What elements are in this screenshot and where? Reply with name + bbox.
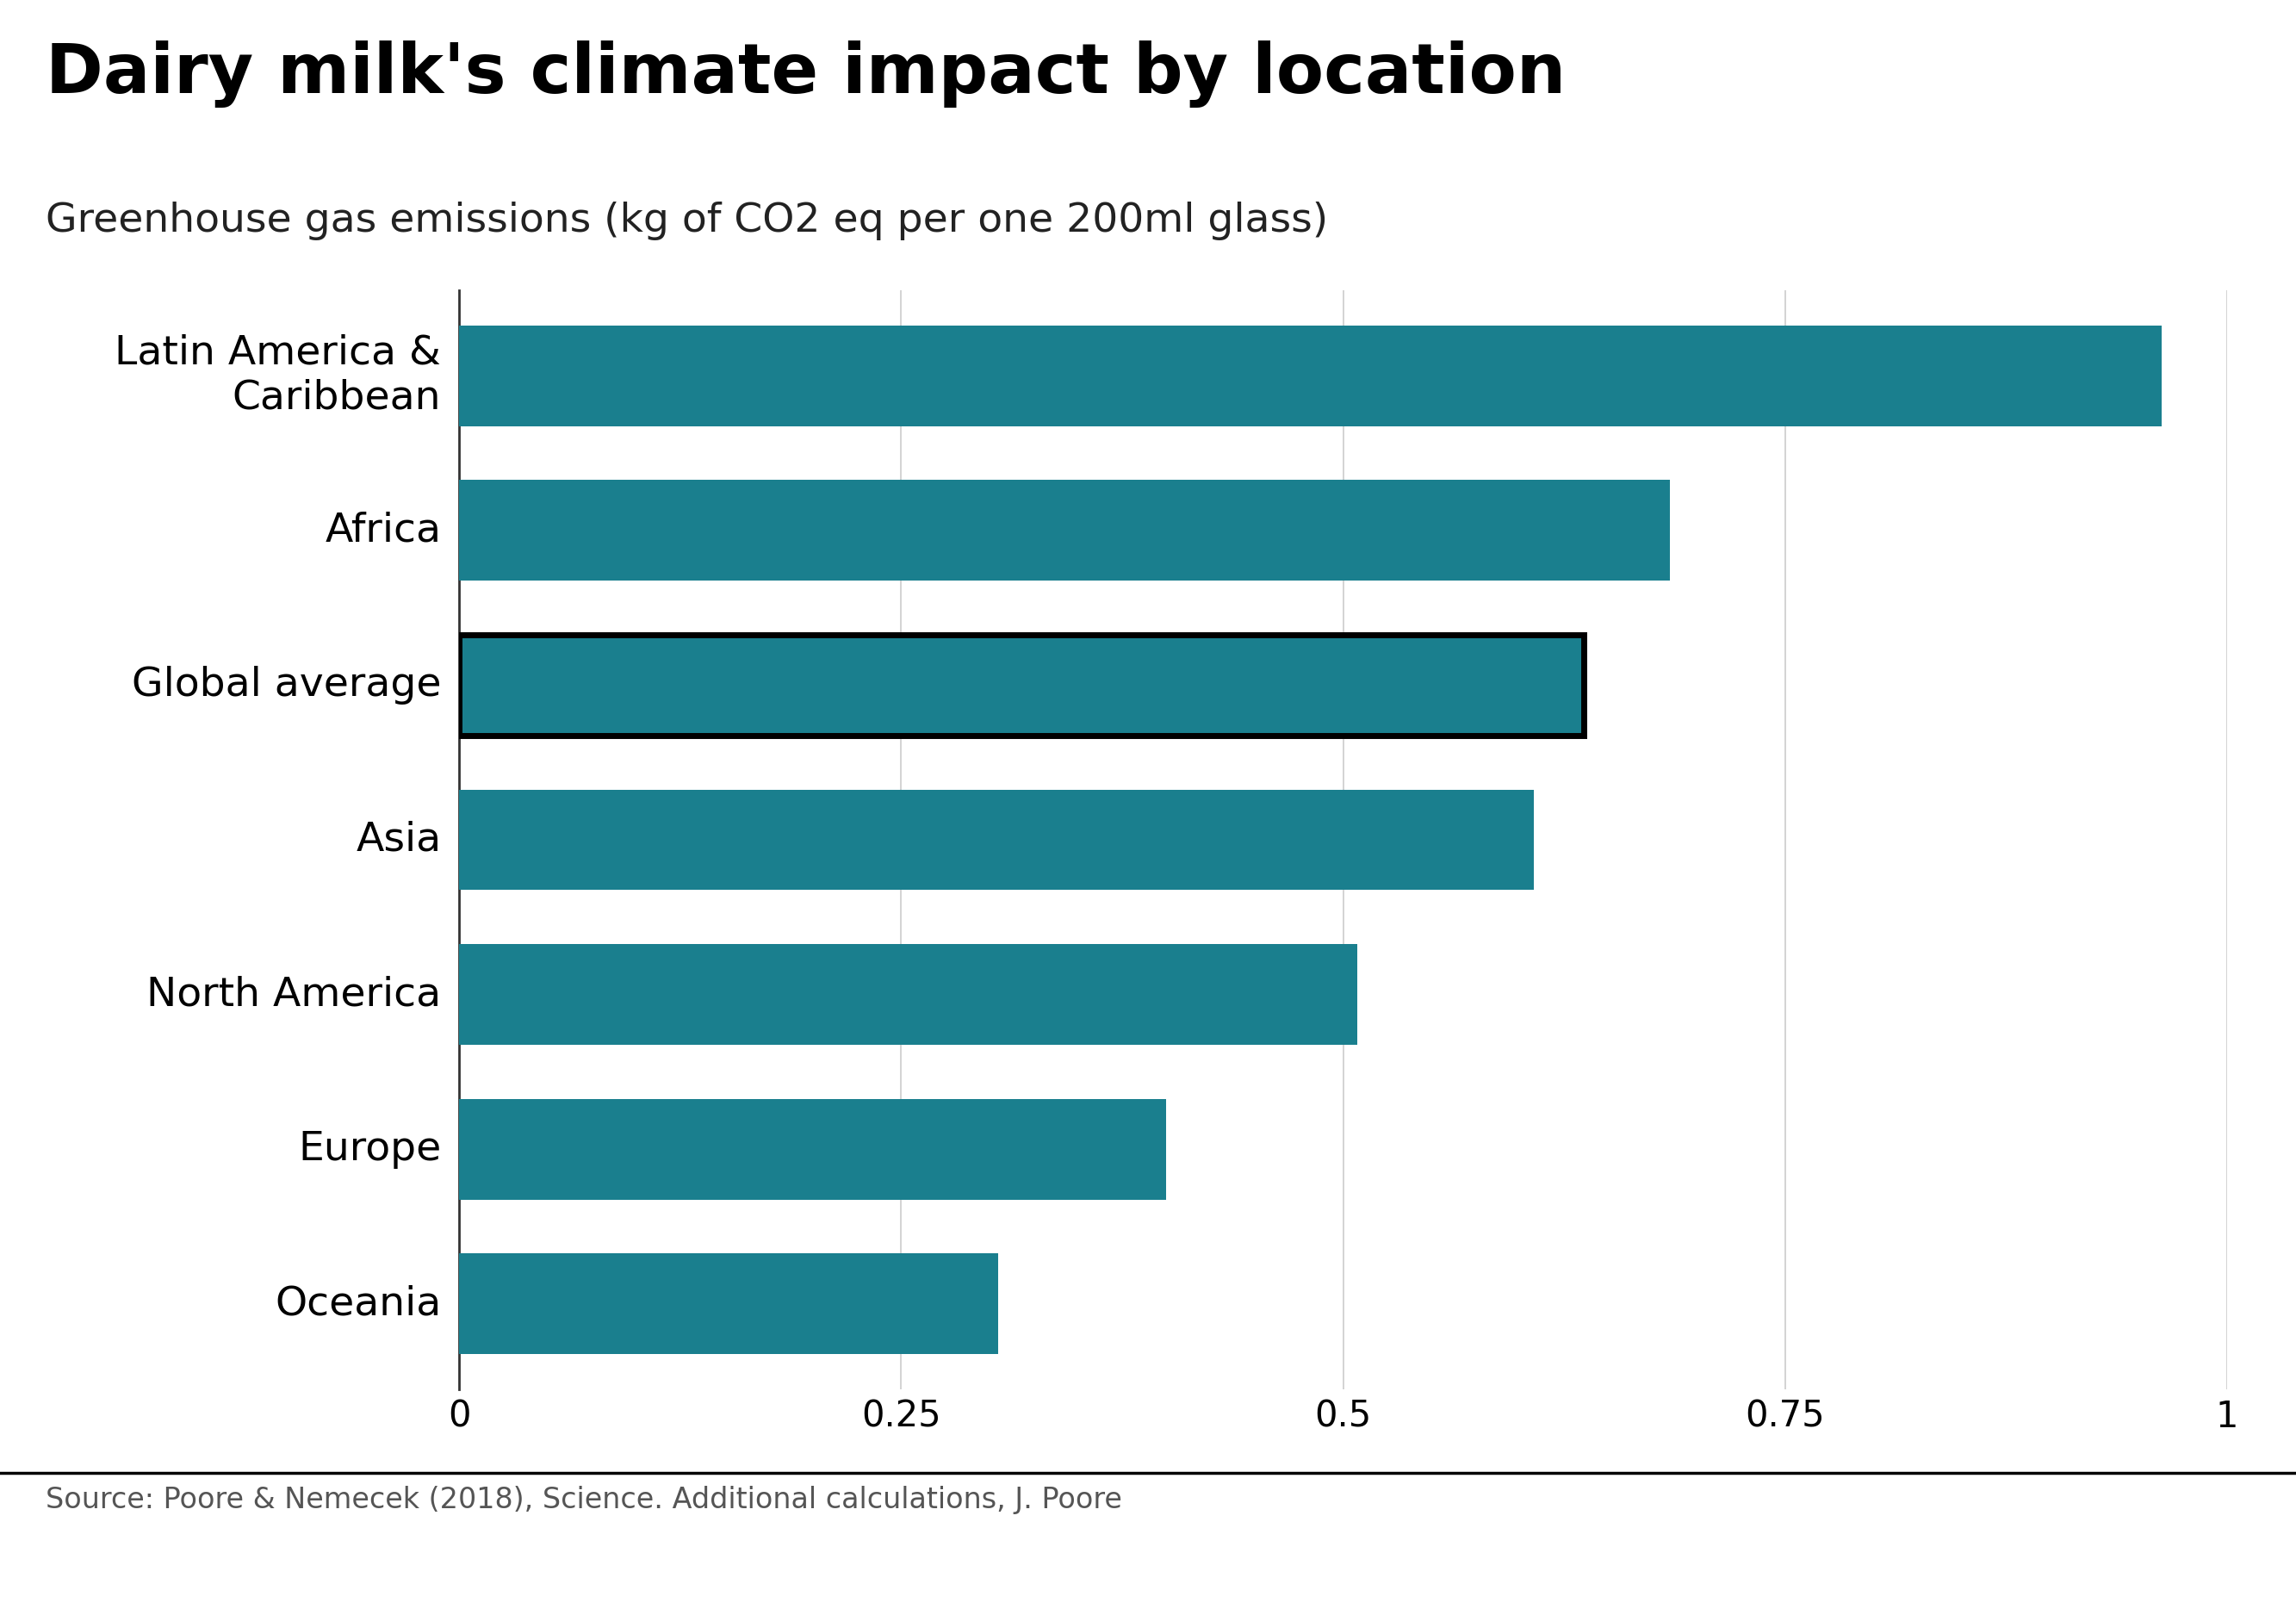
Text: B: B xyxy=(2112,1533,2140,1570)
Text: Source: Poore & Nemecek (2018), Science. Additional calculations, J. Poore: Source: Poore & Nemecek (2018), Science.… xyxy=(46,1486,1123,1515)
Bar xyxy=(459,480,1669,581)
Text: Greenhouse gas emissions (kg of CO2 eq per one 200ml glass): Greenhouse gas emissions (kg of CO2 eq p… xyxy=(46,202,1329,241)
Text: B: B xyxy=(2027,1533,2055,1570)
Bar xyxy=(459,790,1534,890)
Bar xyxy=(459,326,2163,426)
Bar xyxy=(459,945,1357,1045)
Text: C: C xyxy=(2197,1533,2225,1570)
Text: Dairy milk's climate impact by location: Dairy milk's climate impact by location xyxy=(46,40,1566,108)
Bar xyxy=(459,1253,999,1353)
Bar xyxy=(459,635,1584,735)
Bar xyxy=(459,1098,1166,1200)
